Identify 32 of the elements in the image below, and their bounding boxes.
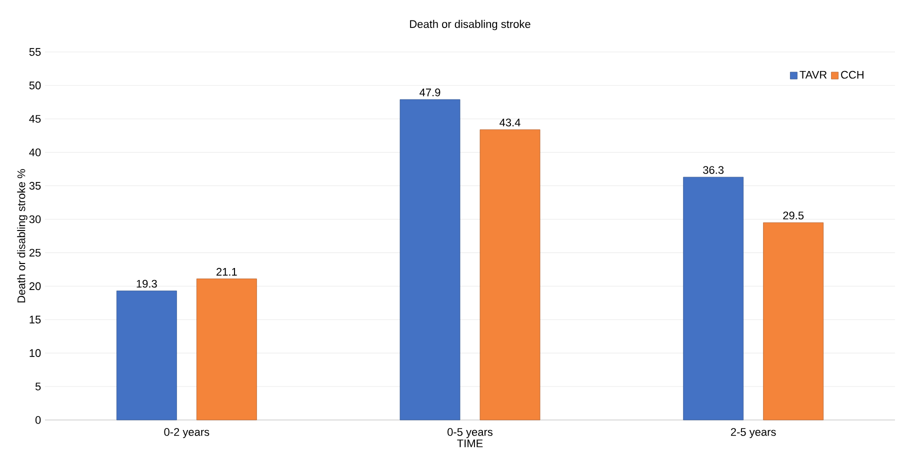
y-tick-label: 45 <box>29 115 41 123</box>
bar <box>683 176 744 420</box>
y-tick-label: 5 <box>35 382 41 390</box>
y-tick-label: 40 <box>29 148 41 156</box>
y-tick-label: 20 <box>29 282 41 290</box>
legend-label: TAVR <box>800 70 827 79</box>
x-tick-label: 2-5 years <box>730 428 776 438</box>
x-tick-label: 0-5 years <box>448 428 493 438</box>
y-tick-label: 15 <box>30 316 41 324</box>
data-label: 19.3 <box>136 280 157 288</box>
y-tick-label: 0 <box>35 416 41 424</box>
y-tick-label: 50 <box>29 82 41 90</box>
data-label: 36.3 <box>703 166 724 174</box>
data-label: 47.9 <box>420 88 440 96</box>
bar <box>196 278 257 420</box>
data-label: 29.5 <box>783 212 804 220</box>
bar <box>400 99 460 420</box>
y-tick-label: 10 <box>30 349 41 357</box>
y-tick-label: 30 <box>29 215 41 224</box>
y-axis-title: Death or disabling stroke % <box>17 169 28 302</box>
bar <box>480 129 540 420</box>
x-axis-title: TIME <box>457 440 483 448</box>
y-tick-label: 35 <box>29 182 41 190</box>
bar <box>763 222 824 420</box>
chart-title: Death or disabling stroke <box>410 20 530 30</box>
data-label: 43.4 <box>500 118 520 126</box>
bar <box>116 290 177 420</box>
legend-label: CCH <box>841 70 864 79</box>
y-tick-label: 55 <box>29 48 41 56</box>
x-tick-label: 0-2 years <box>164 428 210 438</box>
y-tick-label: 25 <box>29 248 41 257</box>
data-label: 21.1 <box>216 268 237 276</box>
